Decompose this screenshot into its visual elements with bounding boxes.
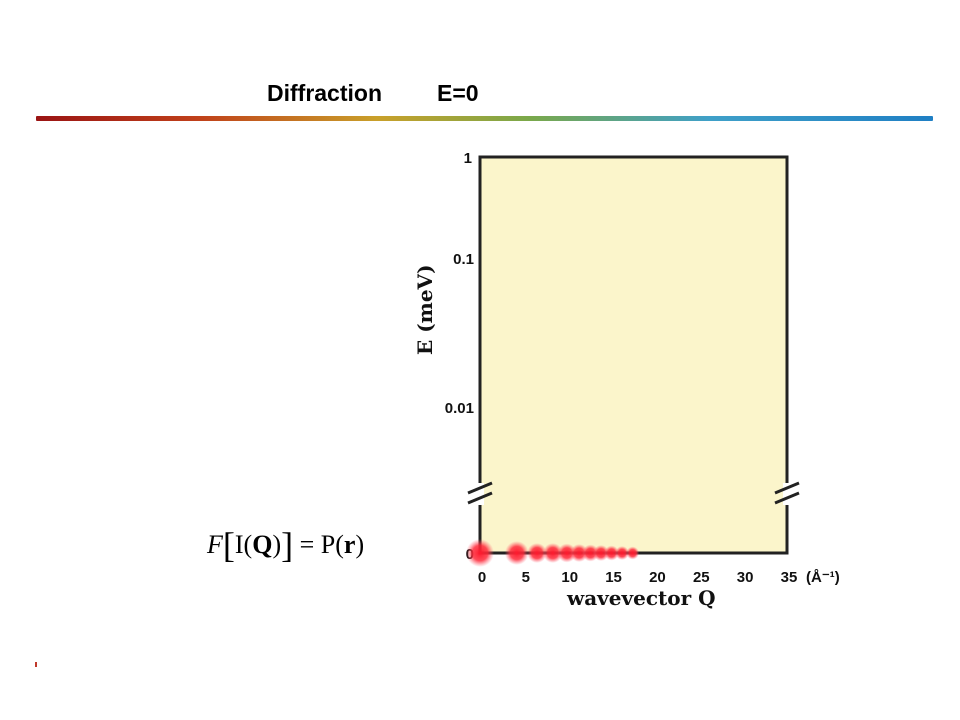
formula-bracket-open: [ (222, 525, 235, 565)
formula-end: ) (355, 530, 365, 559)
x-tick-label: 20 (649, 569, 666, 586)
formula-r: r (343, 530, 356, 559)
x-tick-label: 25 (693, 569, 710, 586)
axis-break-gap (476, 483, 484, 505)
y-tick-label: 0.1 (453, 251, 474, 268)
data-point (542, 543, 563, 563)
axis-break-gap (783, 483, 791, 505)
formula-q: Q (252, 530, 273, 559)
title-energy: E=0 (437, 80, 479, 106)
data-point (466, 539, 494, 567)
data-point (615, 546, 630, 560)
x-tick-label: 10 (561, 569, 578, 586)
fourier-formula: F[I(Q)] = P(r) (207, 524, 365, 565)
formula-intensity: I( (234, 530, 253, 559)
axis-break-marks (467, 481, 800, 505)
data-point (593, 545, 610, 561)
x-axis-unit: (Å⁻¹) (806, 569, 840, 586)
formula-bracket-close: ] (281, 525, 294, 565)
x-tick-label: 0 (478, 569, 486, 586)
formula-fourier-operator: F (207, 530, 223, 559)
y-tick-label: 1 (464, 150, 472, 167)
title-divider (36, 116, 933, 121)
y-axis-label: E (meV) (413, 264, 437, 355)
x-tick-label: 30 (737, 569, 754, 586)
axis-break-line (467, 481, 493, 495)
data-point (604, 545, 620, 561)
data-point (626, 546, 640, 560)
plot-area (478, 155, 789, 555)
axis-break-line (774, 481, 800, 495)
slide-title: Diffraction E=0 (0, 76, 960, 110)
data-point (527, 543, 548, 563)
formula-equals-p: = P( (299, 530, 344, 559)
axis-break-line (467, 491, 493, 505)
title-diffraction: Diffraction (267, 80, 382, 106)
data-points (466, 539, 640, 567)
x-ticks: 0 5 10 15 20 25 30 35 (478, 569, 798, 586)
y-tick-label: 0.01 (445, 400, 474, 417)
axis-break-line (774, 491, 800, 505)
x-tick-label: 5 (522, 569, 530, 586)
data-point (504, 541, 529, 565)
x-axis-label: wavevector Q (566, 586, 716, 610)
x-tick-label: 35 (781, 569, 798, 586)
formula-close: ) (272, 530, 282, 559)
x-tick-label: 15 (605, 569, 622, 586)
slide-marker (35, 662, 37, 667)
